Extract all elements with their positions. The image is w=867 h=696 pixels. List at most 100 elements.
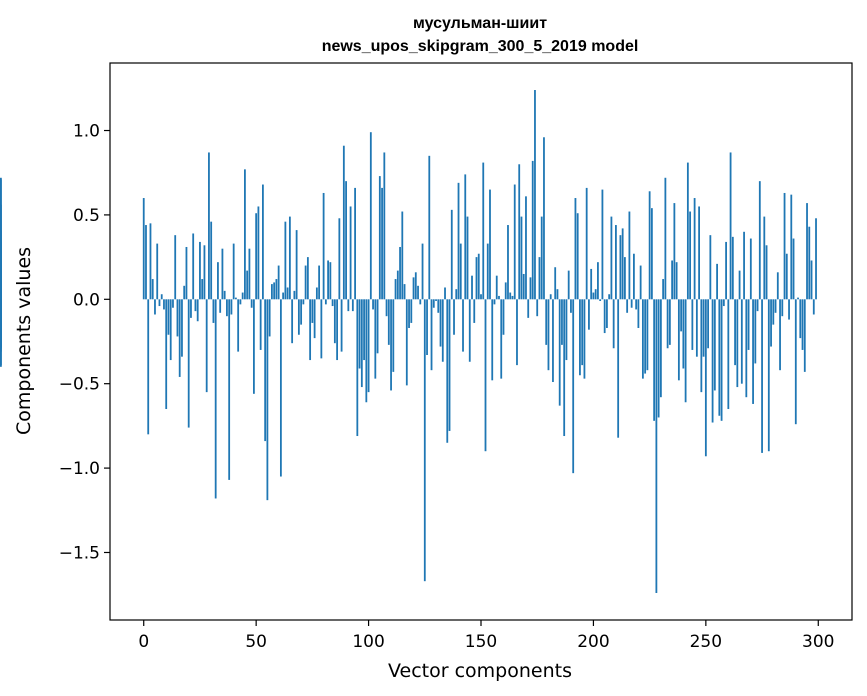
y-tick-label: 0.0 [73,290,100,310]
bar-122 [417,285,419,300]
bar-299 [815,218,817,300]
bar-170 [525,196,527,300]
bar-84 [331,299,334,307]
bar-251 [707,299,709,349]
bar-87 [338,218,341,300]
bar-85 [333,299,336,344]
bar-0 [142,198,145,300]
bar-124 [421,243,424,300]
bar-295 [806,203,808,300]
bar-268 [745,299,748,398]
bar-13 [172,299,174,308]
bar-5 [154,299,156,315]
bar-16 [178,299,181,377]
x-tick-label: 200 [577,632,609,652]
bar-257 [720,299,723,421]
bar-228 [655,299,658,593]
bar-143 [464,174,467,300]
bar-153 [486,243,489,300]
bar-199 [590,268,593,300]
bar-234 [668,299,671,345]
bar-127 [428,155,431,300]
bar-131 [437,299,440,313]
bar-240 [682,299,685,369]
bar-112 [394,279,397,300]
y-tick-label: −1.5 [59,543,100,563]
bar-223 [644,299,647,374]
bar-177 [540,216,543,300]
bar-42 [237,299,240,352]
bar-164 [511,295,514,300]
bar-71 [302,299,305,305]
bar-214 [624,257,626,300]
bar-195 [581,299,584,366]
bar-2 [147,299,150,435]
bar-61 [279,299,282,477]
bar-183 [554,267,557,300]
bar-192 [574,198,577,300]
bar-28 [205,299,208,393]
bar-9 [163,299,165,310]
bar-262 [731,236,734,300]
y-tick-label: 0.5 [73,206,100,226]
chart-subtitle: news_upos_skipgram_300_5_2019 model [322,38,639,55]
bar-181 [549,294,552,300]
y-axis-label: Components values [13,247,35,435]
bar-56 [268,299,271,337]
bar-193 [576,213,579,300]
bar-41 [235,297,237,300]
bar-67 [293,290,296,300]
bar-94 [354,187,356,300]
bar-157 [495,275,498,300]
bar-62 [282,292,285,300]
bar-210 [615,225,617,300]
bar-57 [270,284,273,300]
bar-238 [677,299,680,381]
bar-50 [255,213,258,300]
bar-70 [300,299,303,325]
bar-46 [246,270,249,300]
bar-152 [484,299,487,452]
bar-38 [228,299,231,480]
bar-163 [509,292,512,300]
bar-141 [459,243,462,300]
bar-130 [435,299,437,301]
bar-202 [597,262,599,300]
bar-115 [401,211,404,300]
bar-226 [650,208,653,300]
bar-286 [785,253,788,300]
bar-197 [585,187,588,300]
bar-102 [372,299,374,310]
bar-23 [194,299,197,312]
bar-168 [520,216,523,300]
bar-72 [304,265,307,300]
x-tick-label: 250 [690,632,722,652]
bar-180 [547,299,550,371]
bar-93 [351,299,354,312]
bar-60 [277,265,280,300]
bar-161 [504,282,507,300]
bar-40 [232,243,235,300]
bar-133 [441,299,444,362]
bar-76 [313,299,316,339]
bar-125 [423,299,426,582]
bar-233 [666,299,669,349]
bar-173 [531,160,534,300]
bar-243 [689,211,692,300]
bar-218 [633,253,635,300]
bar-265 [738,270,741,300]
bar-236 [673,203,676,300]
bar-186 [561,299,563,345]
y-tick-label: 1.0 [73,122,100,142]
bar-77 [315,287,318,300]
bar-201 [594,289,597,300]
x-tick-label: 0 [138,632,149,652]
bar-222 [641,299,644,379]
bar-12 [169,299,172,361]
bar-205 [603,299,606,334]
bar-229 [657,299,660,418]
bar-144 [466,216,469,300]
bar-147 [473,299,476,323]
bar-105 [378,176,381,300]
bar-209 [612,299,615,349]
